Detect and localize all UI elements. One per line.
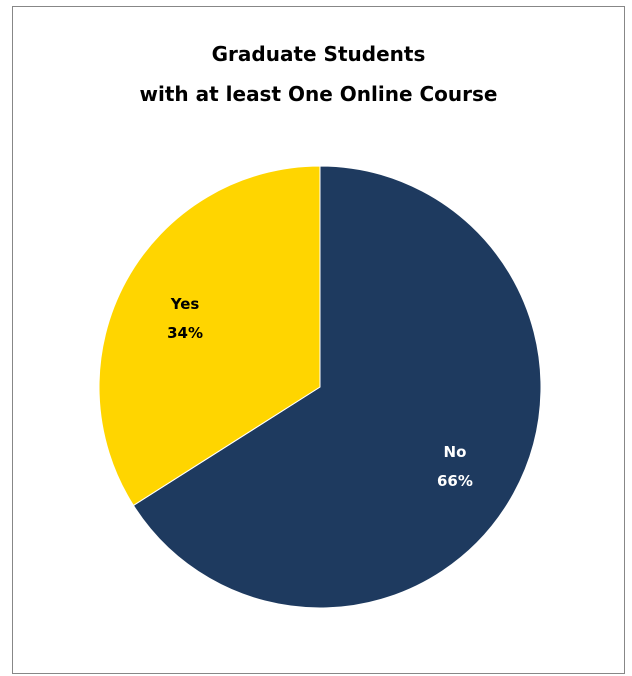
chart-title-line-1: Graduate Students xyxy=(211,42,426,66)
slice-label-yes-percent: 34% xyxy=(167,324,203,342)
pie-chart: No 66% Yes 34% xyxy=(98,165,542,609)
slice-label-yes-name: Yes xyxy=(170,295,200,313)
chart-area[interactable]: Graduate Students with at least One Onli… xyxy=(12,6,625,674)
pie-slice-no[interactable] xyxy=(132,165,542,609)
chart-title-line-2: with at least One Online Course xyxy=(139,82,498,106)
chart-title: Graduate Students with at least One Onli… xyxy=(13,34,624,114)
slice-label-no-name: No xyxy=(444,443,467,461)
pie-slice-yes[interactable] xyxy=(98,165,321,507)
slice-label-no-percent: 66% xyxy=(437,472,473,490)
